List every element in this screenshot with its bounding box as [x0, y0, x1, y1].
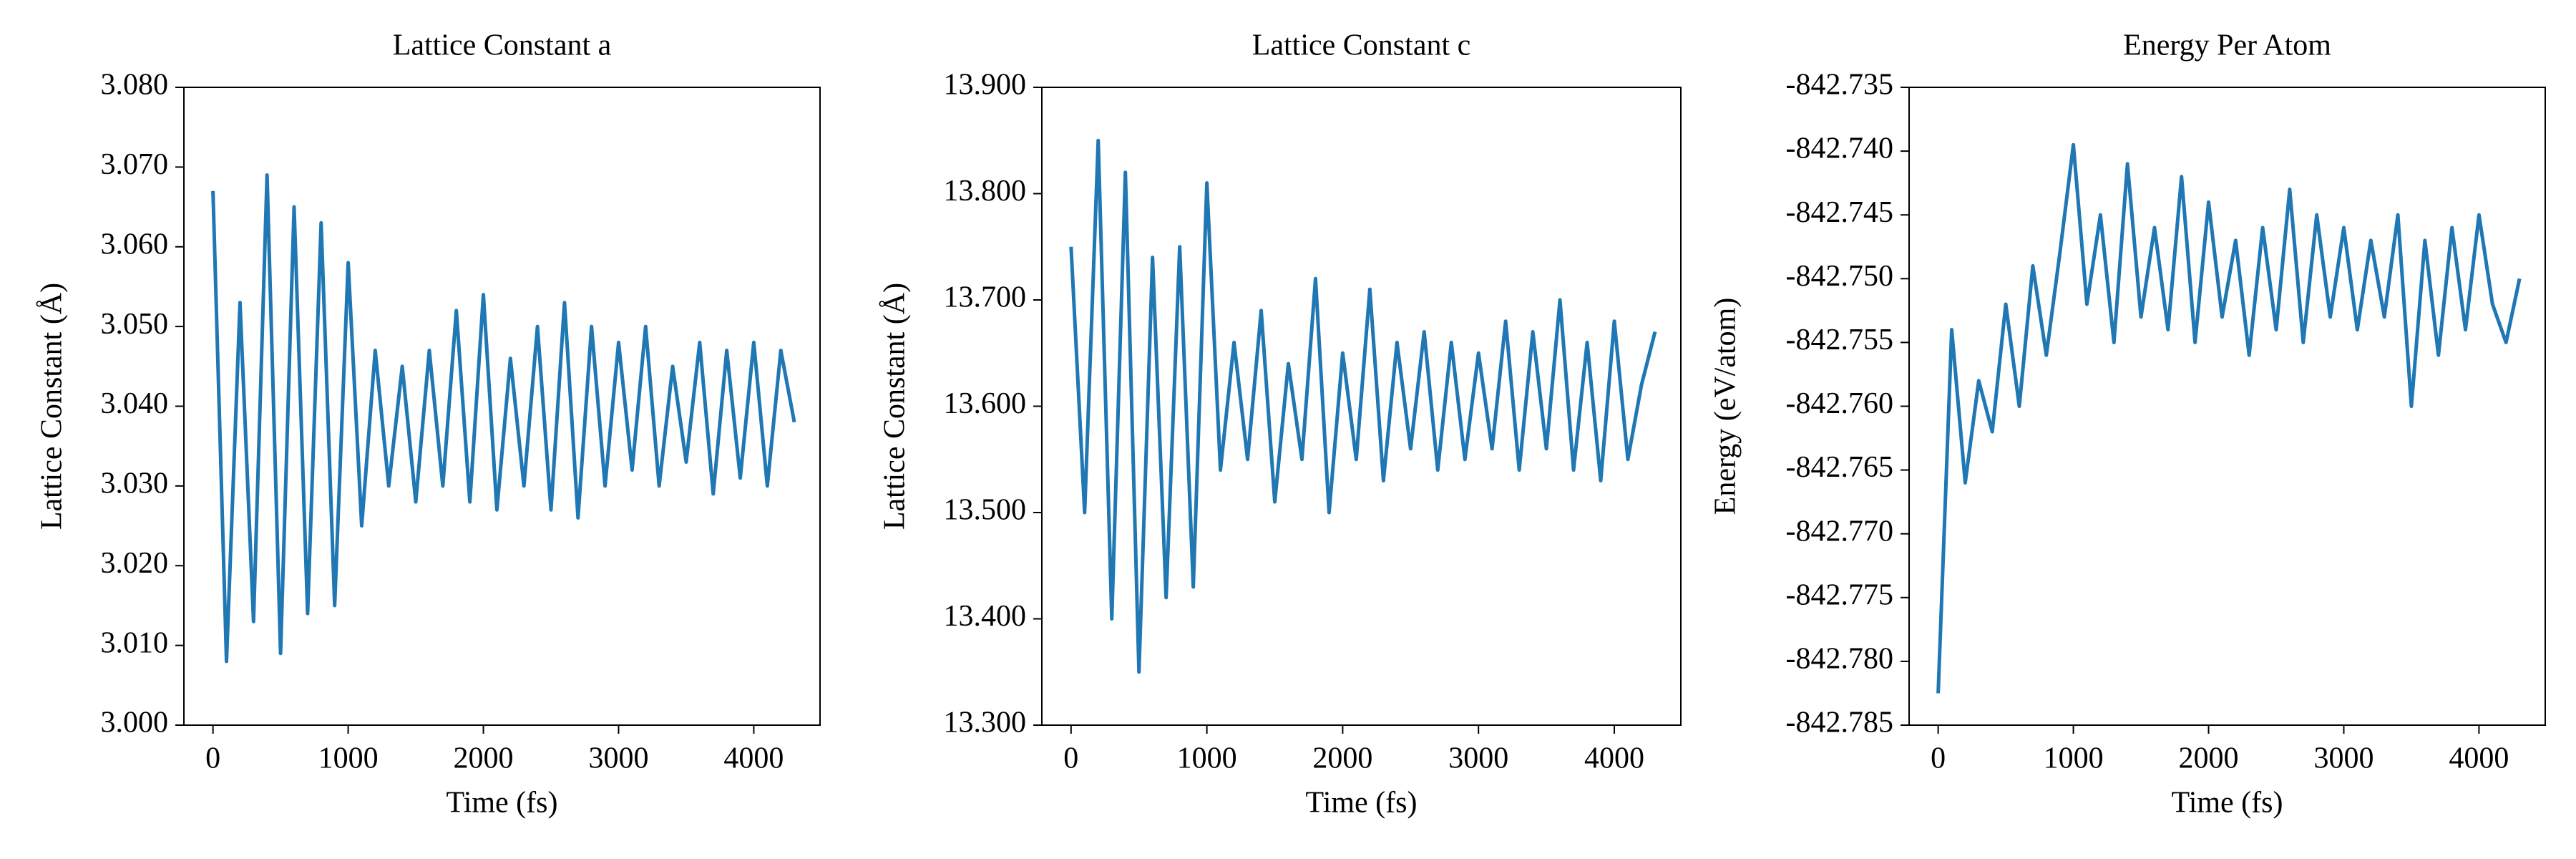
y-tick-label: 3.020	[101, 547, 169, 580]
x-tick-label: 2000	[1312, 742, 1372, 775]
y-tick-label: 3.060	[101, 228, 169, 261]
x-axis-label: Time (fs)	[1306, 787, 1418, 820]
y-tick-label: -842.775	[1786, 578, 1894, 611]
x-tick-label: 0	[1063, 742, 1078, 775]
x-tick-label: 3000	[1448, 742, 1508, 775]
x-tick-label: 4000	[723, 742, 784, 775]
x-tick-label: 1000	[2044, 742, 2104, 775]
y-tick-label: -842.735	[1786, 69, 1894, 102]
chart-title: Lattice Constant c	[1252, 29, 1471, 62]
x-tick-label: 2000	[454, 742, 514, 775]
x-tick-label: 0	[205, 742, 220, 775]
plot-frame	[1908, 87, 2546, 726]
y-axis-label: Lattice Constant (Å)	[36, 283, 69, 530]
y-tick-label: 13.300	[944, 707, 1027, 739]
y-tick-label: -842.750	[1786, 260, 1894, 293]
y-tick-label: 3.050	[101, 308, 169, 341]
data-line	[1069, 138, 1657, 674]
y-tick-label: 3.030	[101, 467, 169, 500]
y-tick-label: 13.600	[944, 387, 1027, 420]
x-tick-label: 1000	[318, 742, 379, 775]
y-tick-label: -842.780	[1786, 643, 1894, 676]
x-axis-label: Time (fs)	[2172, 787, 2283, 820]
y-tick-label: 3.010	[101, 626, 169, 659]
y-tick-label: 13.400	[944, 600, 1027, 633]
y-tick-label: 3.040	[101, 387, 169, 420]
x-tick-label: 4000	[1584, 742, 1644, 775]
y-tick-label: -842.760	[1786, 387, 1894, 420]
chart-title: Energy Per Atom	[2123, 29, 2331, 62]
plot-frame	[183, 87, 821, 726]
plot-frame	[1041, 87, 1682, 726]
y-tick-label: -842.785	[1786, 707, 1894, 739]
y-tick-label: -842.765	[1786, 451, 1894, 484]
y-tick-label: 3.080	[101, 69, 169, 102]
y-tick-label: 13.800	[944, 175, 1027, 208]
data-line	[211, 173, 796, 664]
y-tick-label: -842.755	[1786, 324, 1894, 356]
y-axis-label: Energy (eV/atom)	[1709, 298, 1742, 515]
y-tick-label: -842.770	[1786, 515, 1894, 548]
y-axis-label: Lattice Constant (Å)	[879, 283, 912, 530]
y-tick-label: -842.740	[1786, 132, 1894, 165]
x-tick-label: 0	[1931, 742, 1946, 775]
y-tick-label: -842.745	[1786, 196, 1894, 229]
x-tick-label: 1000	[1177, 742, 1237, 775]
data-line	[1936, 142, 2522, 694]
y-tick-label: 13.700	[944, 281, 1027, 314]
x-axis-label: Time (fs)	[447, 787, 558, 820]
x-tick-label: 3000	[2313, 742, 2373, 775]
y-tick-label: 3.070	[101, 148, 169, 181]
y-tick-label: 13.500	[944, 494, 1027, 527]
y-tick-label: 3.000	[101, 707, 169, 739]
y-tick-label: 13.900	[944, 69, 1027, 102]
x-tick-label: 3000	[588, 742, 648, 775]
x-tick-label: 2000	[2179, 742, 2239, 775]
chart-title: Lattice Constant a	[393, 29, 612, 62]
x-tick-label: 4000	[2449, 742, 2509, 775]
